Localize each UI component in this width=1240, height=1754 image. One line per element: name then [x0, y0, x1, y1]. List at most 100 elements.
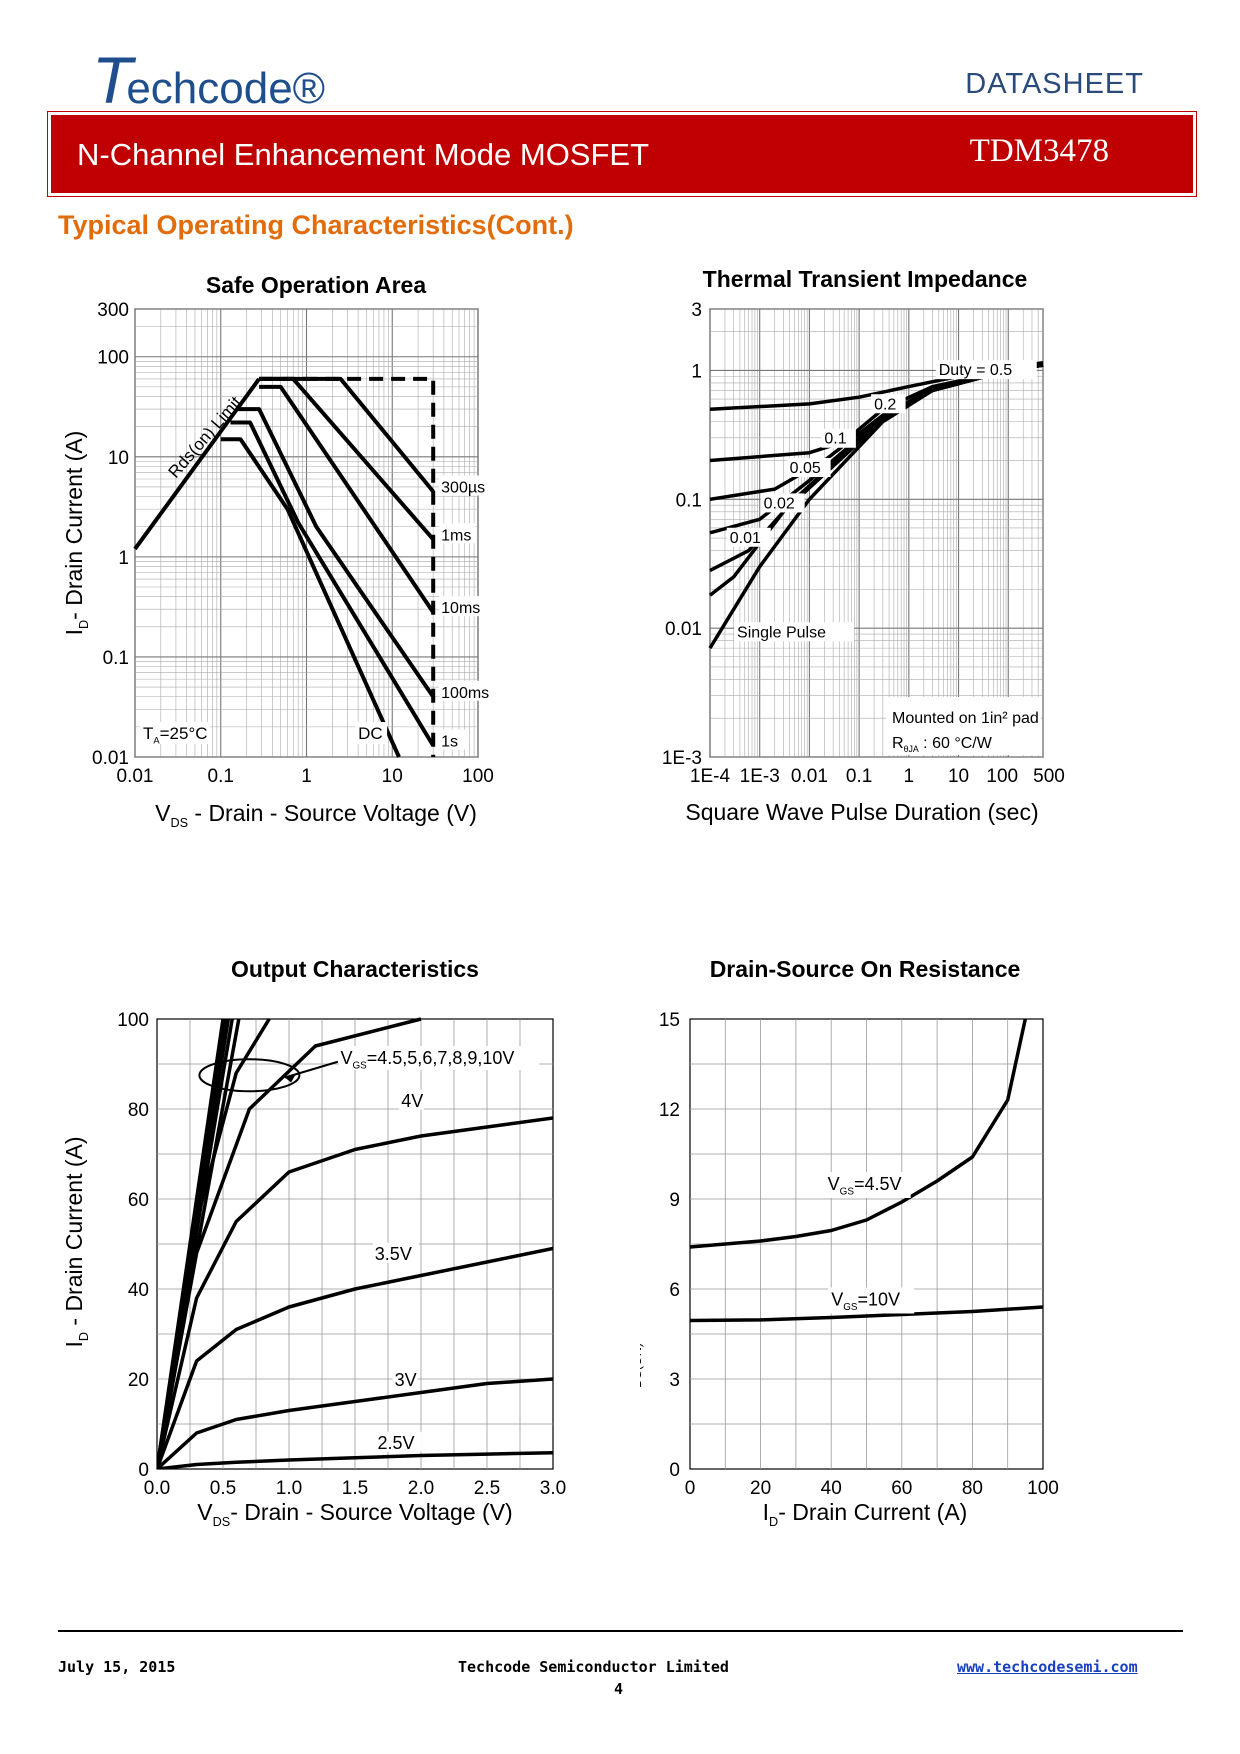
x-tick-label: 1 [301, 766, 312, 787]
footer-website-link[interactable]: www.techcodesemi.com [957, 1658, 1138, 1676]
series-label: 0.01 [730, 530, 761, 547]
series-label: 0.1 [824, 431, 846, 448]
chart-title: Drain-Source On Resistance [710, 956, 1021, 982]
logo-initial: T [92, 43, 133, 117]
series-line [157, 1018, 271, 1469]
label-bg [734, 622, 855, 642]
y-tick-label: 0.01 [665, 619, 702, 640]
series-label: 4V [401, 1091, 423, 1111]
label-bg [871, 394, 906, 414]
label-bg [355, 722, 388, 744]
y-tick-label: 12 [659, 1100, 680, 1121]
label-bg [439, 475, 496, 496]
note-bg [886, 697, 1041, 755]
label-bg [439, 596, 486, 617]
y-tick-label: 10 [108, 448, 129, 469]
series-line [157, 1377, 553, 1469]
x-axis-label: VDS- Drain - Source Voltage (V) [197, 1499, 512, 1529]
y-tick-label: 1 [691, 361, 702, 382]
x-tick-label: 500 [1033, 766, 1065, 787]
y-tick-label: 80 [128, 1100, 149, 1121]
series-label: Single Pulse [737, 624, 826, 641]
footer-company: Techcode Semiconductor Limited [458, 1658, 729, 1676]
x-axis-label: ID- Drain Current (A) [763, 1499, 968, 1529]
arrow-head [285, 1075, 296, 1083]
series-label: 1s [441, 734, 458, 751]
series-line [220, 437, 401, 758]
x-tick-label: 1E-4 [690, 766, 731, 787]
x-tick-label: 100 [986, 766, 1018, 787]
dc-label: DC [358, 724, 383, 743]
series-label: 300µs [441, 480, 485, 497]
series-label: VGS=4.5V [828, 1174, 902, 1198]
y-tick-label: 6 [669, 1280, 680, 1301]
label-bg [828, 1287, 915, 1314]
y-tick-label: 0 [138, 1460, 149, 1481]
label-bg [824, 1172, 911, 1198]
series-line [157, 1246, 553, 1469]
product-description: N-Channel Enhancement Mode MOSFET [77, 137, 650, 172]
x-tick-label: 80 [962, 1478, 983, 1499]
x-tick-label: 0.01 [117, 766, 154, 787]
y-tick-label: 9 [669, 1190, 680, 1211]
series-line [157, 1116, 553, 1469]
series-label: VGS=10V [831, 1290, 900, 1314]
footer-date: July 15, 2015 [58, 1658, 176, 1676]
vgs-label: VGS=4.5,5,6,7,8,9,10V [340, 1048, 514, 1072]
series-label: 10ms [441, 600, 480, 617]
series-label: 0.05 [790, 460, 821, 477]
series-label: Duty = 0.5 [939, 362, 1012, 379]
series-line [157, 1017, 422, 1469]
label-bg [439, 680, 496, 701]
x-tick-label: 3.0 [540, 1478, 566, 1499]
label-bg [399, 1089, 425, 1110]
series-line [157, 1451, 553, 1469]
thermal-resistance-note: RθJA : 60 °C/W [892, 735, 993, 754]
series-line [689, 1018, 1028, 1249]
x-tick-label: 0.01 [791, 766, 828, 787]
chart-title: Output Characteristics [231, 956, 479, 982]
y-tick-label: 60 [128, 1190, 149, 1211]
footer-divider [58, 1630, 1183, 1632]
y-axis-label: ID - Drain Current (A) [61, 1136, 91, 1347]
label-bg [760, 493, 805, 513]
label-bg [786, 458, 831, 478]
y-tick-label: 100 [97, 348, 129, 369]
series-line [238, 407, 435, 698]
x-tick-label: 100 [462, 766, 494, 787]
label-bg [439, 729, 466, 750]
x-tick-label: 2.5 [474, 1478, 500, 1499]
doc-type: DATASHEET [965, 68, 1144, 100]
series-label: 100ms [441, 685, 489, 702]
x-tick-label: 1E-3 [740, 766, 780, 787]
vgs-group-ellipse [198, 1058, 301, 1093]
y-tick-label: 3 [691, 300, 702, 321]
section-title: Typical Operating Characteristics(Cont.) [58, 210, 574, 240]
logo-text: echcode® [126, 64, 326, 113]
ambient-temp-label: TA=25°C [143, 724, 208, 745]
y-axis-label: ID- Drain Current (A) [61, 431, 91, 636]
x-tick-label: 20 [750, 1478, 771, 1499]
safe-operation-area-chart: Safe Operation Area 0.01 0.1 1 10 100 0.01 0.1 1… [61, 272, 496, 830]
y-tick-label: 0.1 [676, 490, 702, 511]
label-bg [140, 722, 210, 744]
y-tick-label: 20 [128, 1370, 149, 1391]
series-line [689, 1305, 1044, 1323]
mount-note: Mounted on 1in² pad [892, 710, 1039, 727]
series-label: 1ms [441, 527, 471, 544]
y-tick-label: 1 [118, 548, 129, 569]
label-bg [372, 1242, 419, 1263]
x-tick-label: 0.5 [210, 1478, 236, 1499]
title-banner: N-Channel Enhancement Mode MOSFET TDM347… [51, 115, 1193, 193]
part-number: TDM3478 [969, 133, 1109, 169]
x-tick-label: 1 [904, 766, 915, 787]
label-bg [439, 523, 476, 544]
x-tick-label: 10 [382, 766, 403, 787]
x-tick-label: 1.0 [276, 1478, 302, 1499]
label-bg [375, 1431, 422, 1452]
y-axis-label: RDS(ON) - On - Resistance (mΩ) [640, 1100, 644, 1405]
vgs-arrow [284, 1060, 339, 1079]
x-axis-label: VDS - Drain - Source Voltage (V) [155, 800, 477, 830]
series-label: 0.02 [764, 495, 795, 512]
